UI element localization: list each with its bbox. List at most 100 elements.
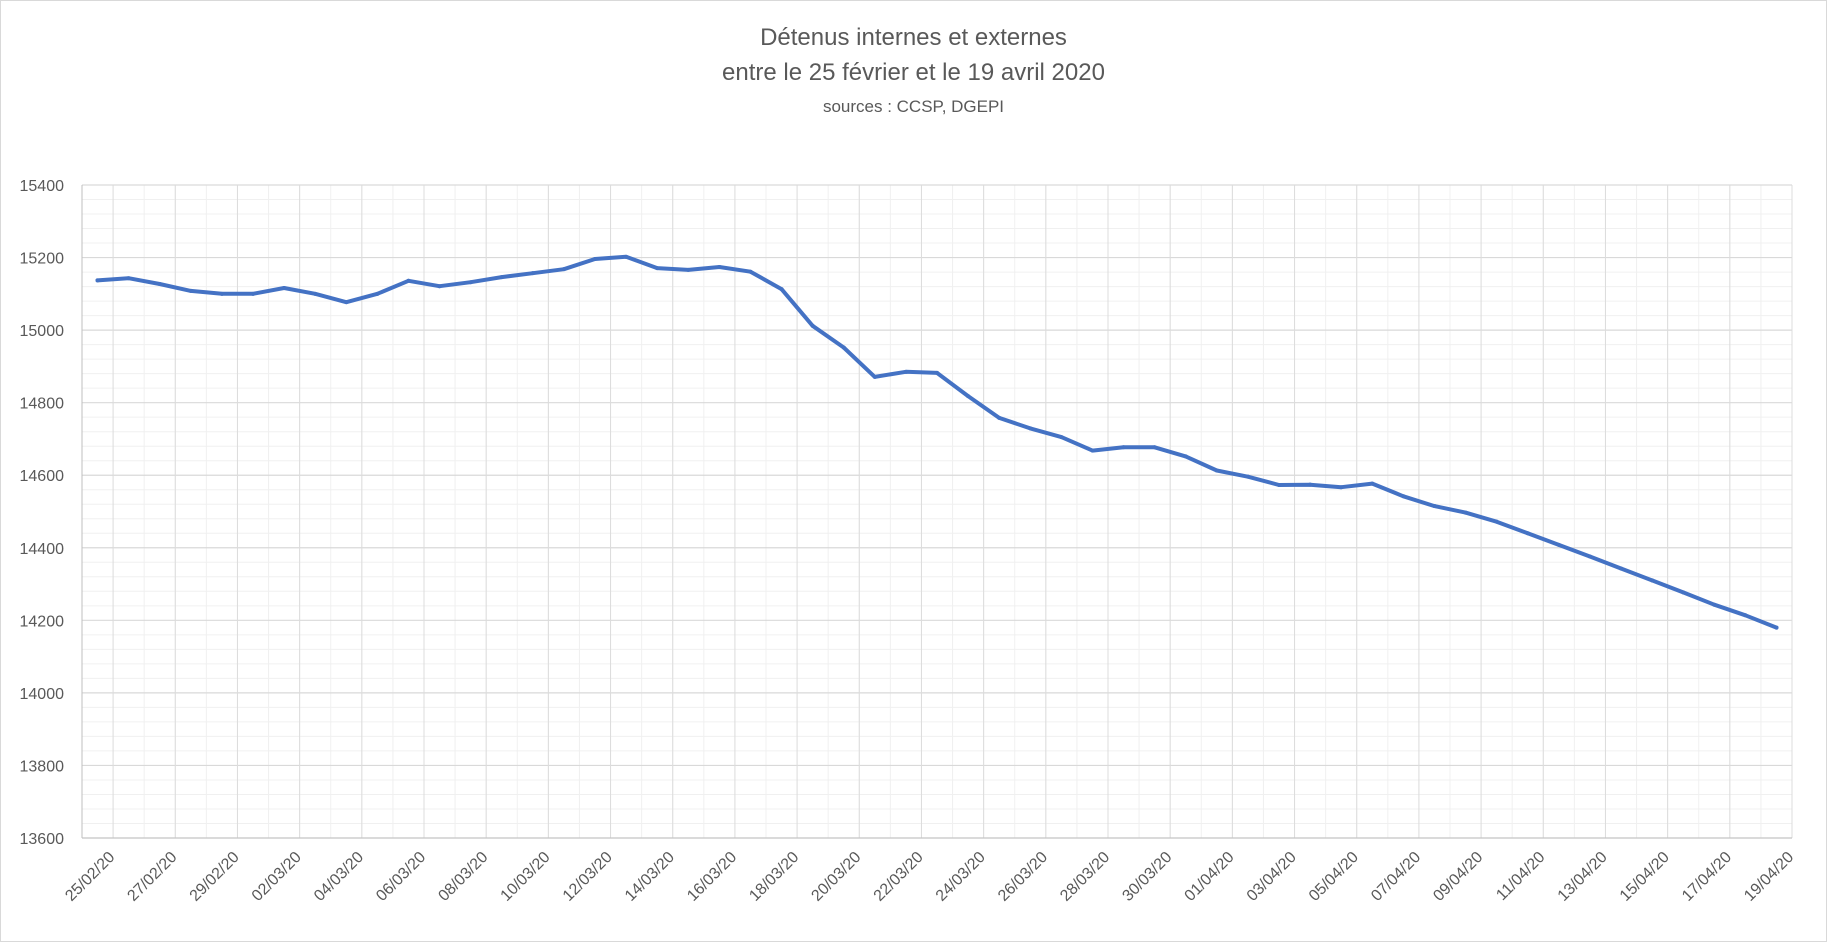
data-point	[748, 269, 753, 274]
data-point	[157, 282, 162, 287]
data-point	[313, 291, 318, 296]
data-point	[1525, 531, 1530, 536]
x-tick-label: 09/04/20	[1430, 849, 1486, 905]
x-tick-label: 05/04/20	[1306, 849, 1362, 905]
data-point	[1028, 426, 1033, 431]
data-point	[810, 323, 815, 328]
data-point	[1556, 542, 1561, 547]
y-tick-label: 13800	[20, 758, 65, 775]
data-point	[1743, 613, 1748, 618]
data-point	[1712, 602, 1717, 607]
y-tick-label: 15200	[20, 251, 65, 268]
data-point	[561, 267, 566, 272]
data-point	[717, 264, 722, 269]
data-point	[1121, 445, 1126, 450]
data-point	[1090, 448, 1095, 453]
x-tick-label: 10/03/20	[498, 849, 554, 905]
data-point	[997, 415, 1002, 420]
data-point	[624, 254, 629, 259]
data-point	[126, 276, 131, 281]
data-point	[499, 275, 504, 280]
chart-subtitle: entre le 25 février et le 19 avril 2020	[722, 59, 1105, 86]
data-point	[1308, 482, 1313, 487]
data-point	[1183, 454, 1188, 459]
data-point	[872, 374, 877, 379]
chart-source: sources : CCSP, DGEPI	[822, 97, 1005, 116]
x-tick-label: 30/03/20	[1119, 849, 1175, 905]
x-tick-label: 07/04/20	[1368, 849, 1424, 905]
data-point	[530, 271, 535, 276]
data-point	[593, 257, 597, 262]
x-tick-label: 18/03/20	[746, 849, 802, 905]
minor-gridlines	[81, 185, 1793, 838]
data-point	[437, 284, 442, 289]
x-tick-label: 12/03/20	[560, 849, 616, 905]
x-axis: 25/02/20 27/02/20 29/02/20 02/03/20 04/03/20…	[62, 837, 1797, 905]
x-tick-label: 17/04/20	[1679, 849, 1735, 905]
y-tick-label: 14800	[20, 396, 65, 413]
data-point	[935, 370, 939, 375]
x-tick-label: 04/03/20	[311, 849, 367, 905]
data-point	[468, 280, 473, 285]
data-point	[1432, 504, 1437, 509]
x-tick-label: 20/03/20	[808, 849, 864, 905]
data-point	[406, 278, 411, 283]
data-point	[686, 267, 691, 272]
series-line	[95, 254, 1779, 630]
x-tick-label: 29/02/20	[187, 849, 243, 905]
data-point	[1650, 578, 1655, 583]
x-tick-label: 15/04/20	[1617, 849, 1673, 905]
data-point	[251, 291, 255, 296]
y-tick-label: 15400	[20, 178, 65, 195]
x-tick-label: 01/04/20	[1182, 849, 1238, 905]
data-point	[779, 287, 784, 292]
y-tick-label: 14400	[20, 541, 65, 558]
x-tick-label: 13/04/20	[1555, 849, 1611, 905]
y-axis: 13600 13800 14000 14200 14400 14600 14800 15000…	[20, 178, 83, 848]
x-tick-label: 14/03/20	[622, 849, 678, 905]
x-tick-label: 22/03/20	[871, 849, 927, 905]
data-point	[344, 300, 349, 305]
data-point	[1059, 435, 1064, 440]
y-tick-label: 14200	[20, 613, 65, 630]
data-point	[1587, 554, 1592, 559]
data-point	[375, 291, 380, 296]
x-tick-label: 25/02/20	[62, 849, 118, 905]
data-point	[1774, 625, 1779, 630]
data-point	[1401, 494, 1406, 499]
y-tick-label: 14000	[20, 686, 65, 703]
x-tick-label: 03/04/20	[1244, 849, 1300, 905]
chart-title: Détenus internes et externes	[760, 24, 1067, 51]
x-tick-label: 19/04/20	[1741, 849, 1797, 905]
data-point	[903, 369, 908, 374]
x-tick-label: 16/03/20	[684, 849, 740, 905]
data-point	[1339, 485, 1344, 490]
data-point	[219, 291, 224, 296]
x-tick-label: 02/03/20	[249, 849, 305, 905]
data-point	[188, 288, 193, 293]
data-point	[95, 278, 100, 283]
data-point	[1245, 474, 1250, 479]
data-point	[1214, 468, 1219, 473]
data-point	[966, 394, 971, 399]
x-tick-label: 06/03/20	[373, 849, 429, 905]
data-point	[1277, 483, 1281, 488]
data-point	[1370, 481, 1375, 486]
data-point	[1463, 510, 1468, 515]
y-tick-label: 15000	[20, 323, 65, 340]
major-gridlines	[82, 184, 1793, 839]
y-tick-label: 14600	[20, 468, 65, 485]
y-tick-label: 13600	[20, 831, 65, 848]
x-tick-label: 28/03/20	[1057, 849, 1113, 905]
data-point	[1619, 566, 1623, 571]
data-point	[1494, 519, 1499, 524]
data-point	[841, 345, 846, 350]
x-tick-label: 27/02/20	[124, 849, 180, 905]
x-tick-label: 11/04/20	[1493, 849, 1548, 904]
x-tick-label: 24/03/20	[933, 849, 989, 905]
data-point	[1152, 445, 1157, 450]
series-group	[95, 254, 1779, 630]
x-tick-label: 08/03/20	[435, 849, 491, 905]
